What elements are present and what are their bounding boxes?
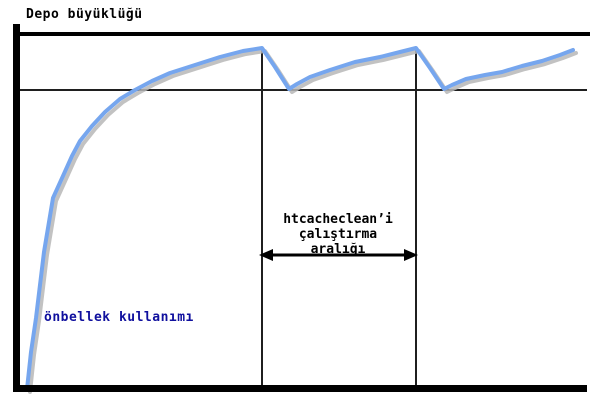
- interval-annotation: htcacheclean’i çalıştırma aralığı: [252, 212, 424, 257]
- y-axis: [13, 24, 20, 392]
- interval-annotation-line-3: aralığı: [310, 242, 366, 257]
- top-border-line: [13, 32, 590, 36]
- curve-series-label: önbellek kullanımı: [44, 310, 194, 325]
- y-axis-title: Depo büyüklüğü: [26, 7, 143, 22]
- interval-annotation-line-2: çalıştırma: [298, 227, 378, 242]
- x-axis: [13, 385, 587, 392]
- interval-arrow-head-right: [404, 249, 418, 261]
- cache-usage-curve: [25, 46, 575, 391]
- interval-annotation-line-1: htcacheclean’i: [283, 212, 393, 227]
- interval-arrow-head-left: [259, 249, 273, 261]
